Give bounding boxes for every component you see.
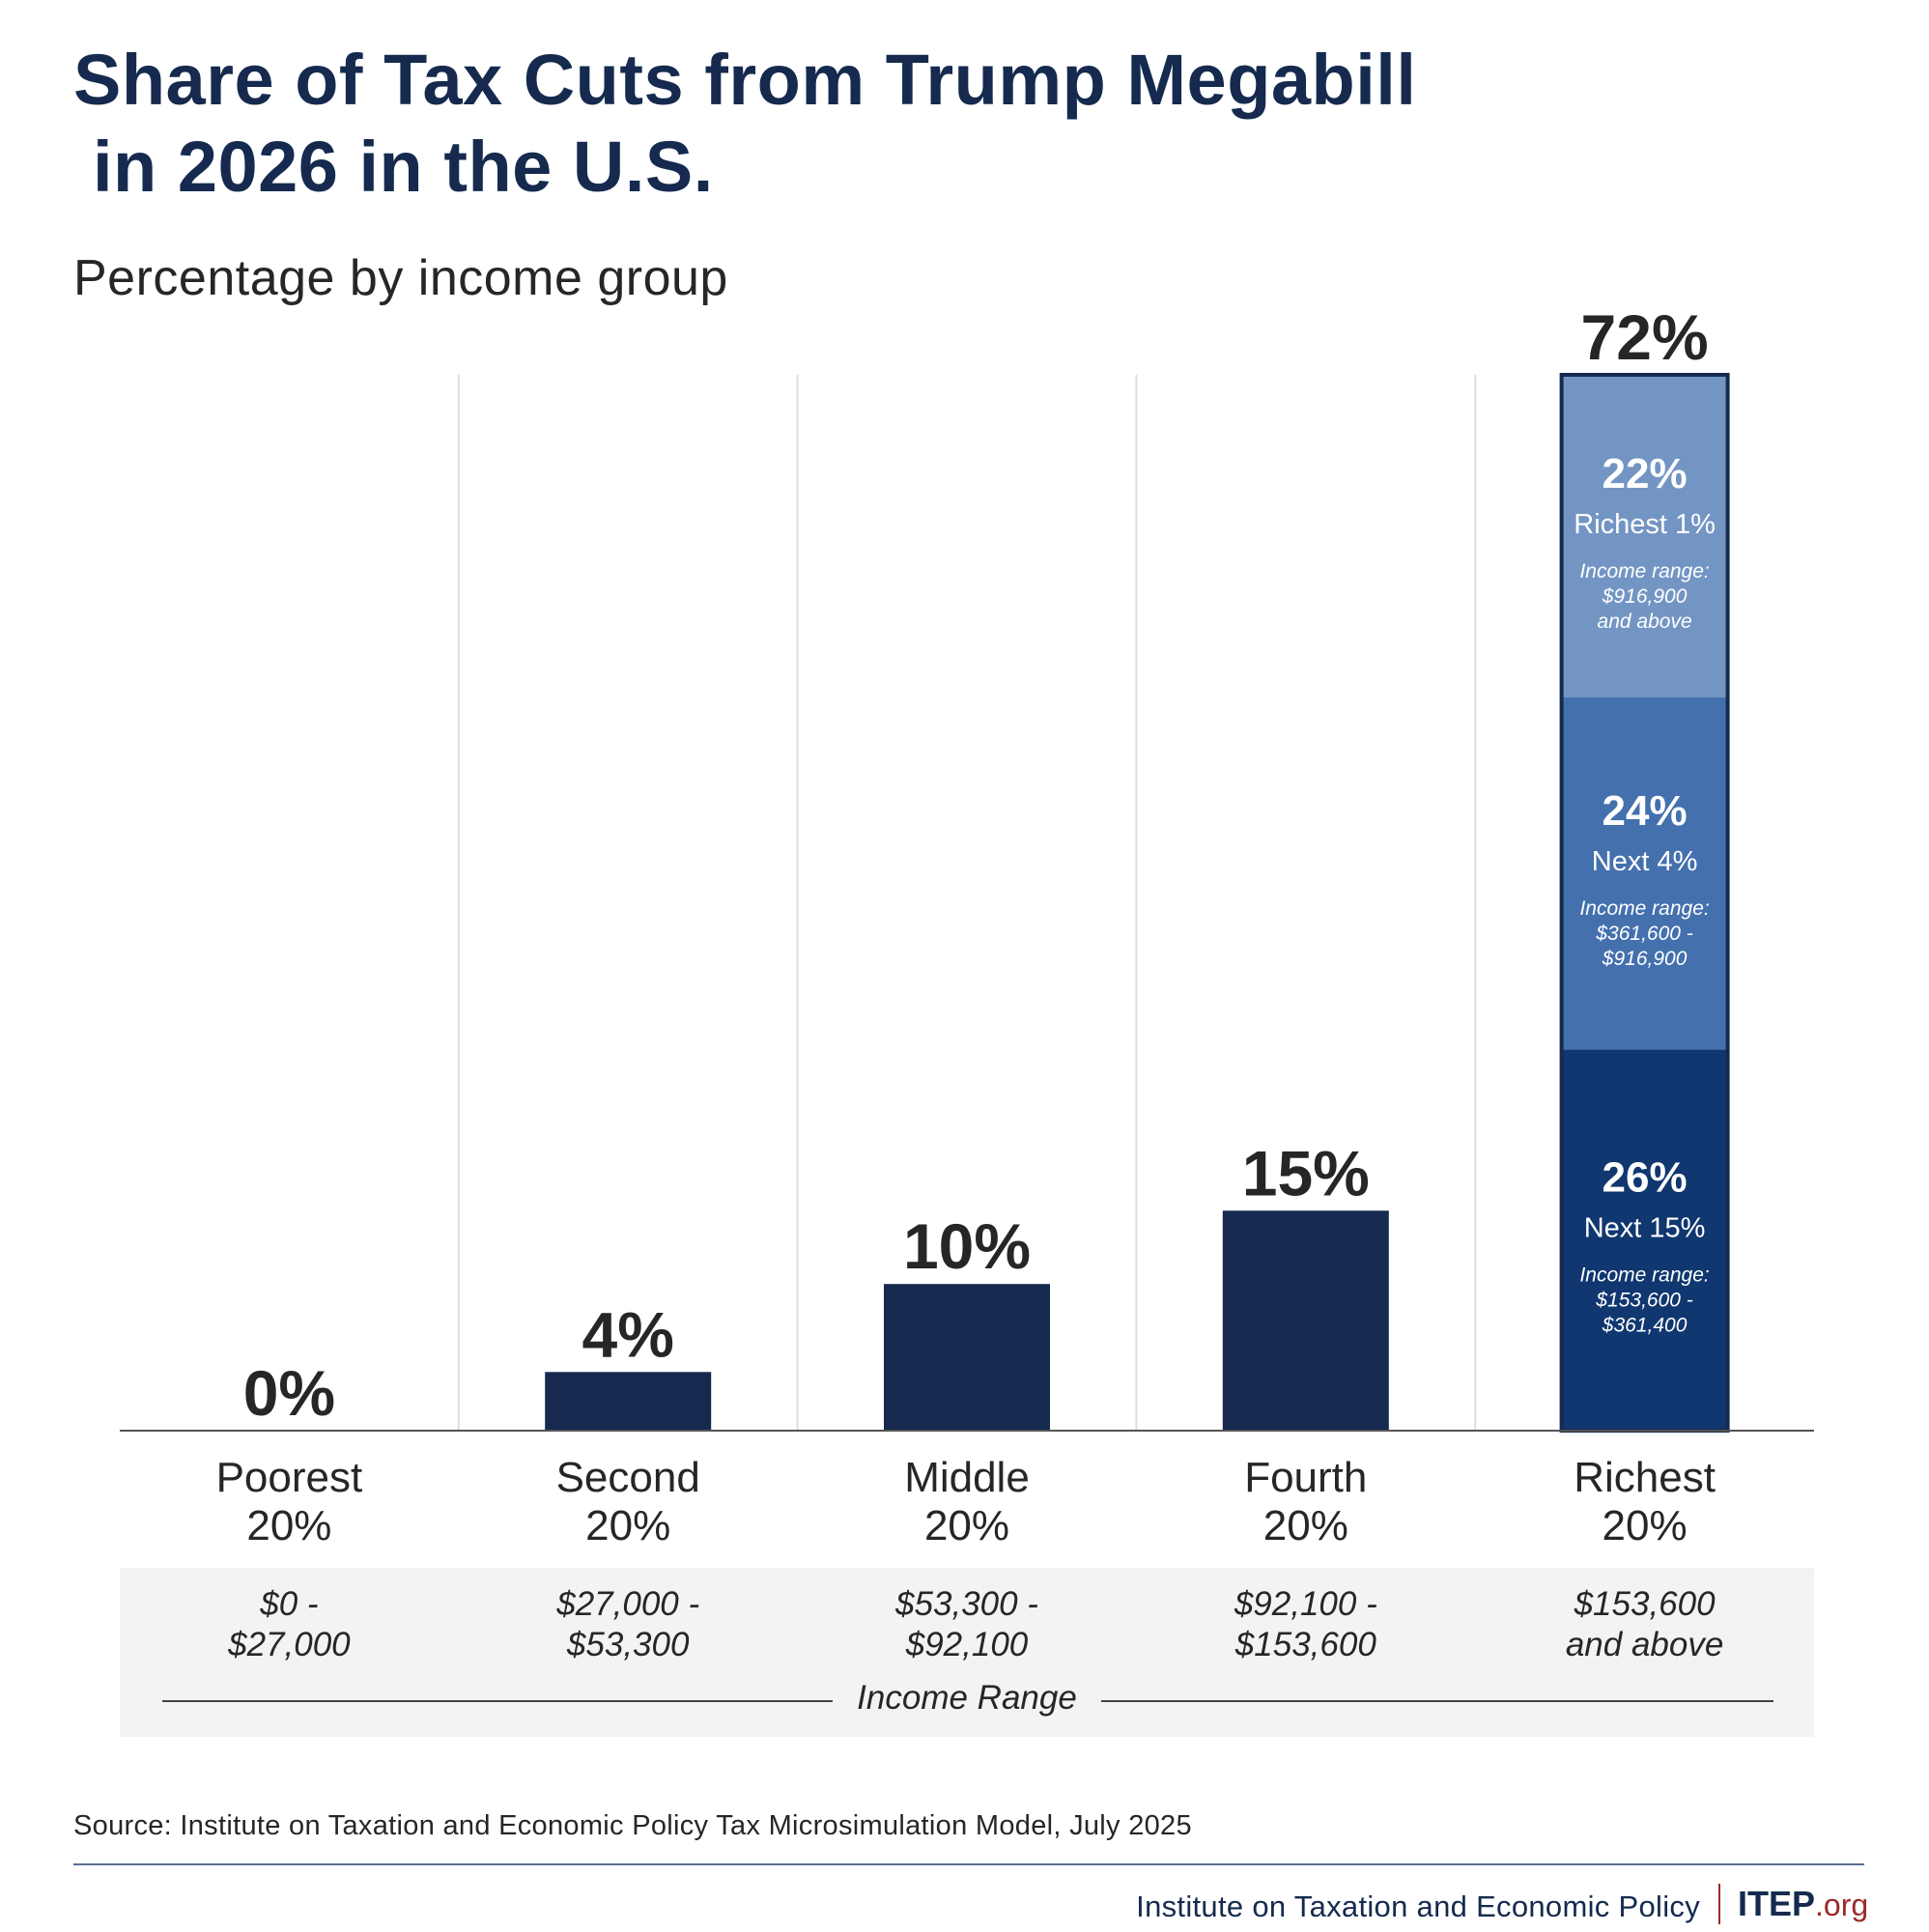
income-range-label: $27,000 - $53,300 bbox=[459, 1584, 797, 1665]
bar bbox=[1222, 1210, 1389, 1431]
segment-range-label: Income range: bbox=[1579, 560, 1709, 582]
segment-value-label: 22% bbox=[1603, 450, 1688, 497]
itep-logo[interactable]: ITEP.org bbox=[1738, 1884, 1868, 1924]
category-label: Richest 20% bbox=[1476, 1454, 1814, 1550]
income-range-line: $27,000 bbox=[228, 1626, 351, 1663]
stack-segment bbox=[1561, 375, 1728, 697]
category-label-line: 20% bbox=[923, 1502, 1010, 1549]
income-range-line: $0 - bbox=[260, 1585, 319, 1623]
income-range-label: $53,300 - $92,100 bbox=[798, 1584, 1136, 1665]
segment-range-value: $361,400 bbox=[1602, 1315, 1688, 1337]
income-range-label: $92,100 - $153,600 bbox=[1137, 1584, 1475, 1665]
income-range-rule-right bbox=[1101, 1700, 1773, 1702]
income-range-line: and above bbox=[1565, 1626, 1724, 1663]
segment-value-label: 26% bbox=[1603, 1154, 1688, 1202]
footer-divider bbox=[73, 1863, 1864, 1865]
income-range-label: $0 - $27,000 bbox=[120, 1584, 458, 1665]
bars bbox=[545, 373, 1730, 1433]
income-range-line: $53,300 - bbox=[895, 1585, 1038, 1623]
income-range-rule-left bbox=[162, 1700, 833, 1702]
category-label-line: Fourth bbox=[1244, 1454, 1368, 1501]
segment-range-value: $916,900 bbox=[1602, 948, 1688, 970]
footer-separator bbox=[1718, 1884, 1720, 1924]
income-range-line: $92,100 bbox=[905, 1626, 1029, 1663]
title-line-1: Share of Tax Cuts from Trump Megabill bbox=[73, 40, 1417, 120]
bar bbox=[884, 1284, 1050, 1431]
segment-range-label: Income range: bbox=[1579, 897, 1709, 920]
bar-value-label: 15% bbox=[1242, 1137, 1370, 1208]
income-range-line: $153,600 bbox=[1574, 1585, 1716, 1623]
title-line-2: in 2026 in the U.S. bbox=[93, 127, 714, 207]
segment-name-label: Next 15% bbox=[1584, 1213, 1706, 1244]
category-label: Middle 20% bbox=[798, 1454, 1136, 1550]
segment-range-value: $916,900 bbox=[1602, 585, 1688, 608]
segment-range-value: and above bbox=[1598, 611, 1692, 633]
income-range-line: $92,100 - bbox=[1234, 1585, 1377, 1623]
category-label: Poorest 20% bbox=[120, 1454, 458, 1550]
income-range-band bbox=[120, 1568, 1814, 1737]
income-range-label: $153,600 and above bbox=[1476, 1584, 1814, 1665]
chart-title: Share of Tax Cuts from Trump Megabill in… bbox=[73, 37, 1716, 211]
bar-value-label: 4% bbox=[582, 1298, 674, 1370]
income-range-line: $153,600 bbox=[1234, 1626, 1376, 1663]
category-label-line: Middle bbox=[904, 1454, 1030, 1501]
bar-value-label: 0% bbox=[243, 1357, 335, 1429]
category-label-line: Richest bbox=[1574, 1454, 1716, 1501]
segment-name-label: Richest 1% bbox=[1574, 509, 1716, 540]
gridlines bbox=[457, 375, 1477, 1431]
segment-name-label: Next 4% bbox=[1592, 846, 1698, 877]
category-label: Fourth 20% bbox=[1137, 1454, 1475, 1550]
chart-subtitle: Percentage by income group bbox=[73, 250, 728, 306]
logo-suffix: .org bbox=[1815, 1888, 1869, 1922]
category-label-line: 20% bbox=[1262, 1502, 1348, 1549]
income-range-line: $53,300 bbox=[566, 1626, 690, 1663]
category-label-line: 20% bbox=[585, 1502, 671, 1549]
segment-value-label: 24% bbox=[1603, 787, 1688, 835]
x-axis-title: Income Range bbox=[857, 1679, 1077, 1717]
category-label: Second 20% bbox=[459, 1454, 797, 1550]
segment-range-value: $361,600 - bbox=[1595, 923, 1692, 945]
income-range-line: $27,000 - bbox=[556, 1585, 700, 1623]
source-note: Source: Institute on Taxation and Econom… bbox=[73, 1810, 1192, 1841]
bar-chart: 0% 4% 10% 15% 26% Next 15% Income range: $153,6… bbox=[120, 301, 1814, 1433]
stack-segment bbox=[1561, 1049, 1728, 1431]
bar-value-label: 10% bbox=[903, 1210, 1031, 1282]
segment-range-label: Income range: bbox=[1579, 1264, 1709, 1287]
category-label-line: 20% bbox=[246, 1502, 332, 1549]
footer-org-name: Institute on Taxation and Economic Polic… bbox=[1136, 1889, 1700, 1923]
category-label-line: Second bbox=[555, 1454, 700, 1501]
logo-main: ITEP bbox=[1738, 1884, 1816, 1923]
stack-segment bbox=[1561, 696, 1728, 1050]
bar bbox=[545, 1372, 712, 1431]
bar-value-label: 72% bbox=[1581, 301, 1709, 373]
segment-range-value: $153,600 - bbox=[1595, 1290, 1692, 1312]
category-label-line: 20% bbox=[1602, 1502, 1688, 1549]
value-labels: 0% 4% 10% 15% 26% Next 15% Income range: $153,6… bbox=[243, 301, 1716, 1429]
category-label-line: Poorest bbox=[215, 1454, 363, 1501]
